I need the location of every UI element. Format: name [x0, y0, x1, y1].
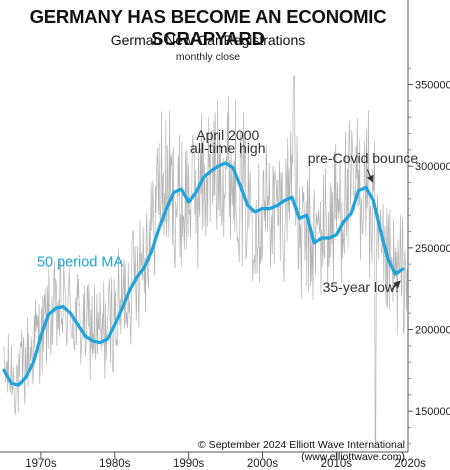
- moving-average-line: [2, 161, 405, 387]
- x-tick-label: 1970s: [25, 458, 57, 470]
- x-tick-label: 2000s: [247, 458, 279, 470]
- annotation-label: pre-Covid bounce: [308, 150, 419, 166]
- pre-covid-arrow: [366, 169, 374, 183]
- x-tick-label: 2010s: [321, 458, 353, 470]
- y-tick-label: 350000: [415, 80, 450, 92]
- annotation-label: 35-year low!: [323, 279, 399, 295]
- chart-subtitle: German New Car Registrations: [110, 32, 306, 48]
- y-tick-label: 300000: [415, 161, 450, 173]
- copyright-notice: © September 2024 Elliott Wave Internatio…: [198, 439, 405, 463]
- y-tick-label: 150000: [415, 406, 450, 418]
- x-tick-label: 2020s: [395, 458, 427, 470]
- chart-note: monthly close: [175, 51, 241, 63]
- annotation-label: all-time high: [190, 140, 265, 156]
- annotation-label: 50 period MA: [37, 255, 124, 271]
- y-tick-label: 200000: [415, 325, 450, 337]
- annotation-label: April 2000: [196, 127, 259, 143]
- low-arrow: [390, 280, 401, 291]
- x-tick-label: 1990s: [173, 458, 205, 470]
- chart-title: GERMANY HAS BECOME AN ECONOMIC SCRAPYARD: [29, 6, 387, 49]
- monthly-registrations-line: [3, 75, 408, 445]
- x-tick-label: 1980s: [99, 458, 131, 470]
- y-tick-label: 250000: [415, 243, 450, 255]
